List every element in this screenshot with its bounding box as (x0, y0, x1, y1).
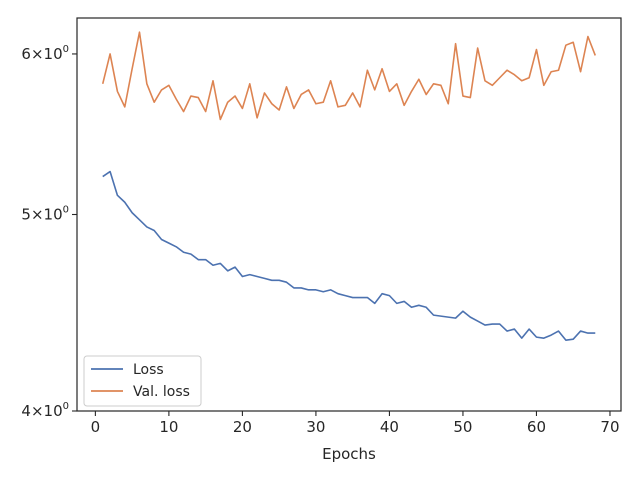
plot-frame (76, 17, 622, 412)
x-tick-label: 10 (159, 418, 178, 436)
x-tick-label: 0 (91, 418, 101, 436)
x-tick-label: 50 (453, 418, 472, 436)
legend-label: Val. loss (133, 384, 190, 400)
series-line-val-loss (101, 31, 597, 121)
y-ticks: 4×100 5×100 6×100 (21, 44, 77, 420)
x-tick-label: 30 (306, 418, 325, 436)
y-tick-label: 6×100 (21, 44, 69, 63)
x-ticks: 0 10 20 30 40 50 60 70 (91, 411, 620, 436)
x-axis-label: Epochs (322, 445, 376, 463)
y-tick-label: 5×100 (21, 205, 69, 224)
legend: Loss Val. loss (83, 355, 202, 407)
series-layer (101, 31, 597, 341)
series-line-loss (102, 170, 596, 341)
legend-label: Loss (133, 362, 164, 378)
x-tick-label: 40 (380, 418, 399, 436)
x-tick-label: 60 (527, 418, 546, 436)
x-tick-label: 20 (233, 418, 252, 436)
x-tick-label: 70 (600, 418, 619, 436)
y-tick-label: 4×100 (21, 401, 69, 420)
